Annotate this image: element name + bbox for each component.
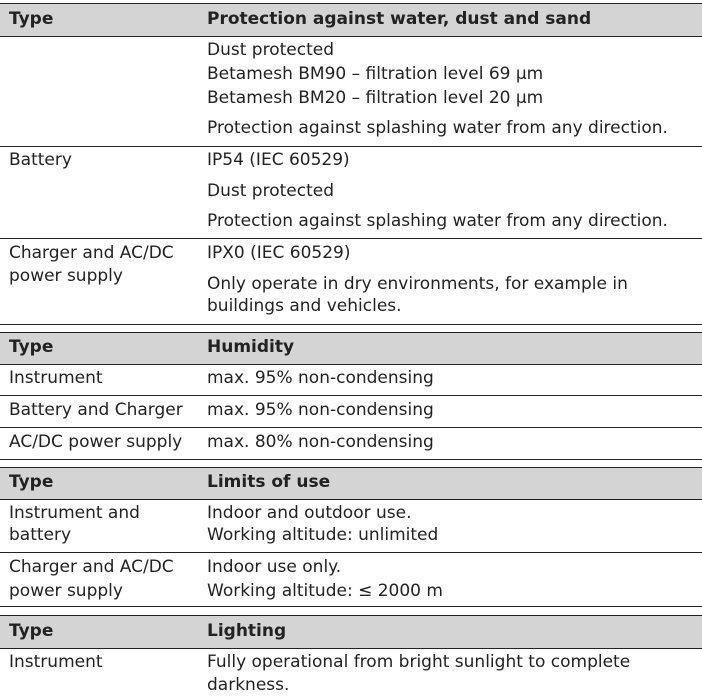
table-bottom	[0, 324, 702, 325]
cell-value: IP54 (IEC 60529)	[207, 150, 350, 170]
row-divider	[0, 427, 702, 428]
cell-type: Battery and Charger	[9, 400, 183, 420]
cell-value: Working altitude: unlimited	[207, 525, 439, 545]
cell-type: Instrument	[9, 652, 103, 672]
table-bottom	[0, 606, 702, 607]
header-lighting: Lighting	[207, 621, 287, 641]
table-header	[0, 615, 702, 649]
cell-type: Charger and AC/DC	[9, 243, 174, 263]
cell-type: AC/DC power supply	[9, 432, 183, 452]
cell-type: power supply	[9, 266, 123, 286]
cell-type: power supply	[9, 581, 123, 601]
header-type: Type	[9, 9, 54, 29]
cell-value: max. 95% non-condensing	[207, 368, 434, 388]
header-humidity: Humidity	[207, 337, 295, 357]
table-header	[0, 332, 702, 365]
cell-value: Protection against splashing water from …	[207, 211, 668, 231]
cell-type: Battery	[9, 150, 72, 170]
row-divider	[0, 552, 702, 553]
header-type: Type	[9, 472, 54, 492]
header-limits: Limits of use	[207, 472, 331, 492]
cell-value: Only operate in dry environments, for ex…	[207, 274, 628, 294]
header-type: Type	[9, 337, 54, 357]
row-divider	[0, 146, 702, 147]
header-protection: Protection against water, dust and sand	[207, 9, 592, 29]
cell-type: Instrument	[9, 368, 103, 388]
cell-type: battery	[9, 525, 72, 545]
cell-value: Indoor and outdoor use.	[207, 503, 412, 523]
table-bottom	[0, 459, 702, 460]
cell-value: Indoor use only.	[207, 557, 342, 577]
cell-type: Charger and AC/DC	[9, 557, 174, 577]
cell-value: Working altitude: ≤ 2000 m	[207, 581, 443, 601]
row-divider	[0, 395, 702, 396]
cell-value: max. 80% non-condensing	[207, 432, 434, 452]
cell-value: max. 95% non-condensing	[207, 400, 434, 420]
cell-value: IPX0 (IEC 60529)	[207, 243, 351, 263]
cell-value: Dust protected	[207, 40, 334, 60]
cell-value: Betamesh BM90 – filtration level 69 µm	[207, 64, 544, 84]
cell-type: Instrument and	[9, 503, 140, 523]
table-header	[0, 467, 702, 500]
table-header	[0, 3, 702, 37]
cell-value: Fully operational from bright sunlight t…	[207, 652, 631, 672]
cell-value: Dust protected	[207, 181, 334, 201]
cell-value: darkness.	[207, 675, 290, 695]
header-type: Type	[9, 621, 54, 641]
cell-value: Betamesh BM20 – filtration level 20 µm	[207, 88, 544, 108]
cell-value: Protection against splashing water from …	[207, 118, 668, 138]
row-divider	[0, 238, 702, 239]
cell-value: buildings and vehicles.	[207, 296, 402, 316]
